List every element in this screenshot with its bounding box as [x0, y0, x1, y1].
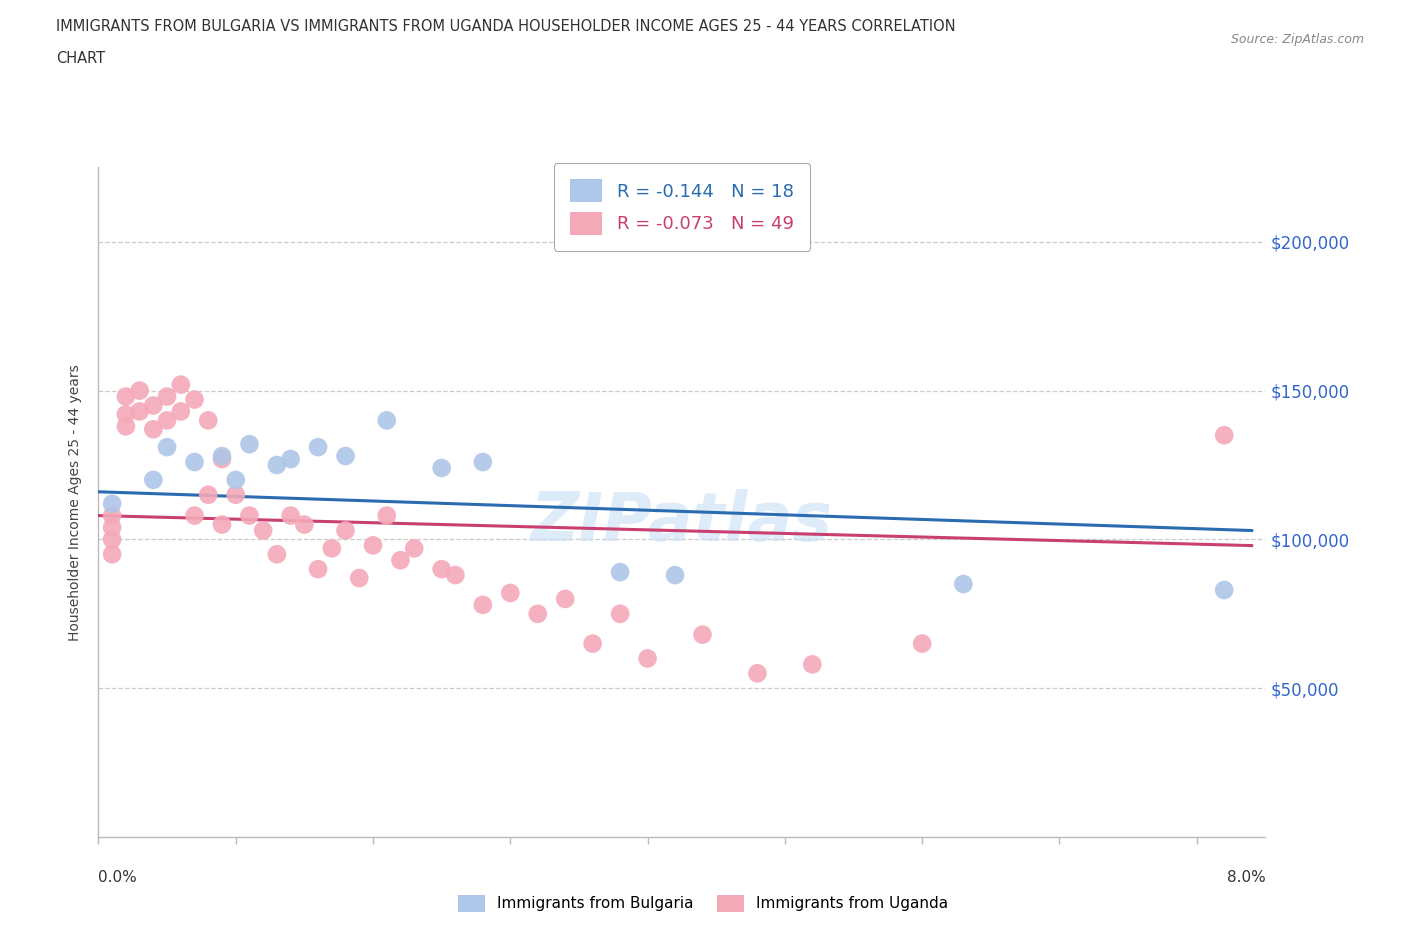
Point [211, 517, 233, 532]
Point [280, 452, 302, 467]
Point [335, 448, 357, 463]
Text: 0.0%: 0.0% [98, 870, 138, 884]
Point [389, 552, 412, 567]
Point [197, 487, 219, 502]
Point [183, 392, 205, 407]
Point [952, 577, 974, 591]
Point [101, 547, 124, 562]
Text: CHART: CHART [56, 51, 105, 66]
Point [321, 541, 343, 556]
Point [142, 422, 165, 437]
Point [128, 404, 150, 418]
Text: 8.0%: 8.0% [1226, 870, 1265, 884]
Point [1213, 582, 1236, 597]
Point [211, 452, 233, 467]
Point [252, 523, 274, 538]
Point [101, 520, 124, 535]
Point [404, 541, 426, 556]
Point [609, 565, 631, 579]
Point [115, 407, 138, 422]
Point [692, 627, 714, 642]
Point [266, 458, 288, 472]
Point [554, 591, 576, 606]
Point [142, 398, 165, 413]
Point [292, 517, 315, 532]
Text: IMMIGRANTS FROM BULGARIA VS IMMIGRANTS FROM UGANDA HOUSEHOLDER INCOME AGES 25 - : IMMIGRANTS FROM BULGARIA VS IMMIGRANTS F… [56, 19, 956, 33]
Point [375, 413, 398, 428]
Point [170, 378, 193, 392]
Text: ZIPatlas: ZIPatlas [531, 489, 832, 555]
Point [225, 487, 247, 502]
Point [128, 383, 150, 398]
Point [582, 636, 605, 651]
Point [101, 532, 124, 547]
Point [101, 508, 124, 523]
Point [911, 636, 934, 651]
Point [156, 440, 179, 455]
Point [225, 472, 247, 487]
Point [335, 523, 357, 538]
Point [183, 508, 205, 523]
Point [349, 571, 371, 586]
Point [801, 657, 824, 671]
Legend: Immigrants from Bulgaria, Immigrants from Uganda: Immigrants from Bulgaria, Immigrants fro… [451, 889, 955, 918]
Point [183, 455, 205, 470]
Legend: R = -0.144   N = 18, R = -0.073   N = 49: R = -0.144 N = 18, R = -0.073 N = 49 [554, 163, 810, 251]
Point [609, 606, 631, 621]
Point [664, 567, 686, 582]
Point [307, 440, 329, 455]
Point [430, 460, 453, 475]
Point [115, 389, 138, 404]
Point [361, 538, 384, 552]
Point [471, 455, 494, 470]
Point [747, 666, 769, 681]
Point [499, 586, 522, 601]
Y-axis label: Householder Income Ages 25 - 44 years: Householder Income Ages 25 - 44 years [69, 364, 83, 641]
Point [197, 413, 219, 428]
Point [156, 413, 179, 428]
Point [1213, 428, 1236, 443]
Point [375, 508, 398, 523]
Point [266, 547, 288, 562]
Point [115, 418, 138, 433]
Point [430, 562, 453, 577]
Point [238, 437, 260, 452]
Point [637, 651, 659, 666]
Point [101, 497, 124, 512]
Point [211, 448, 233, 463]
Point [142, 472, 165, 487]
Text: Source: ZipAtlas.com: Source: ZipAtlas.com [1230, 33, 1364, 46]
Point [170, 404, 193, 418]
Point [238, 508, 260, 523]
Point [307, 562, 329, 577]
Point [526, 606, 548, 621]
Point [156, 389, 179, 404]
Point [471, 597, 494, 612]
Point [280, 508, 302, 523]
Point [444, 567, 467, 582]
